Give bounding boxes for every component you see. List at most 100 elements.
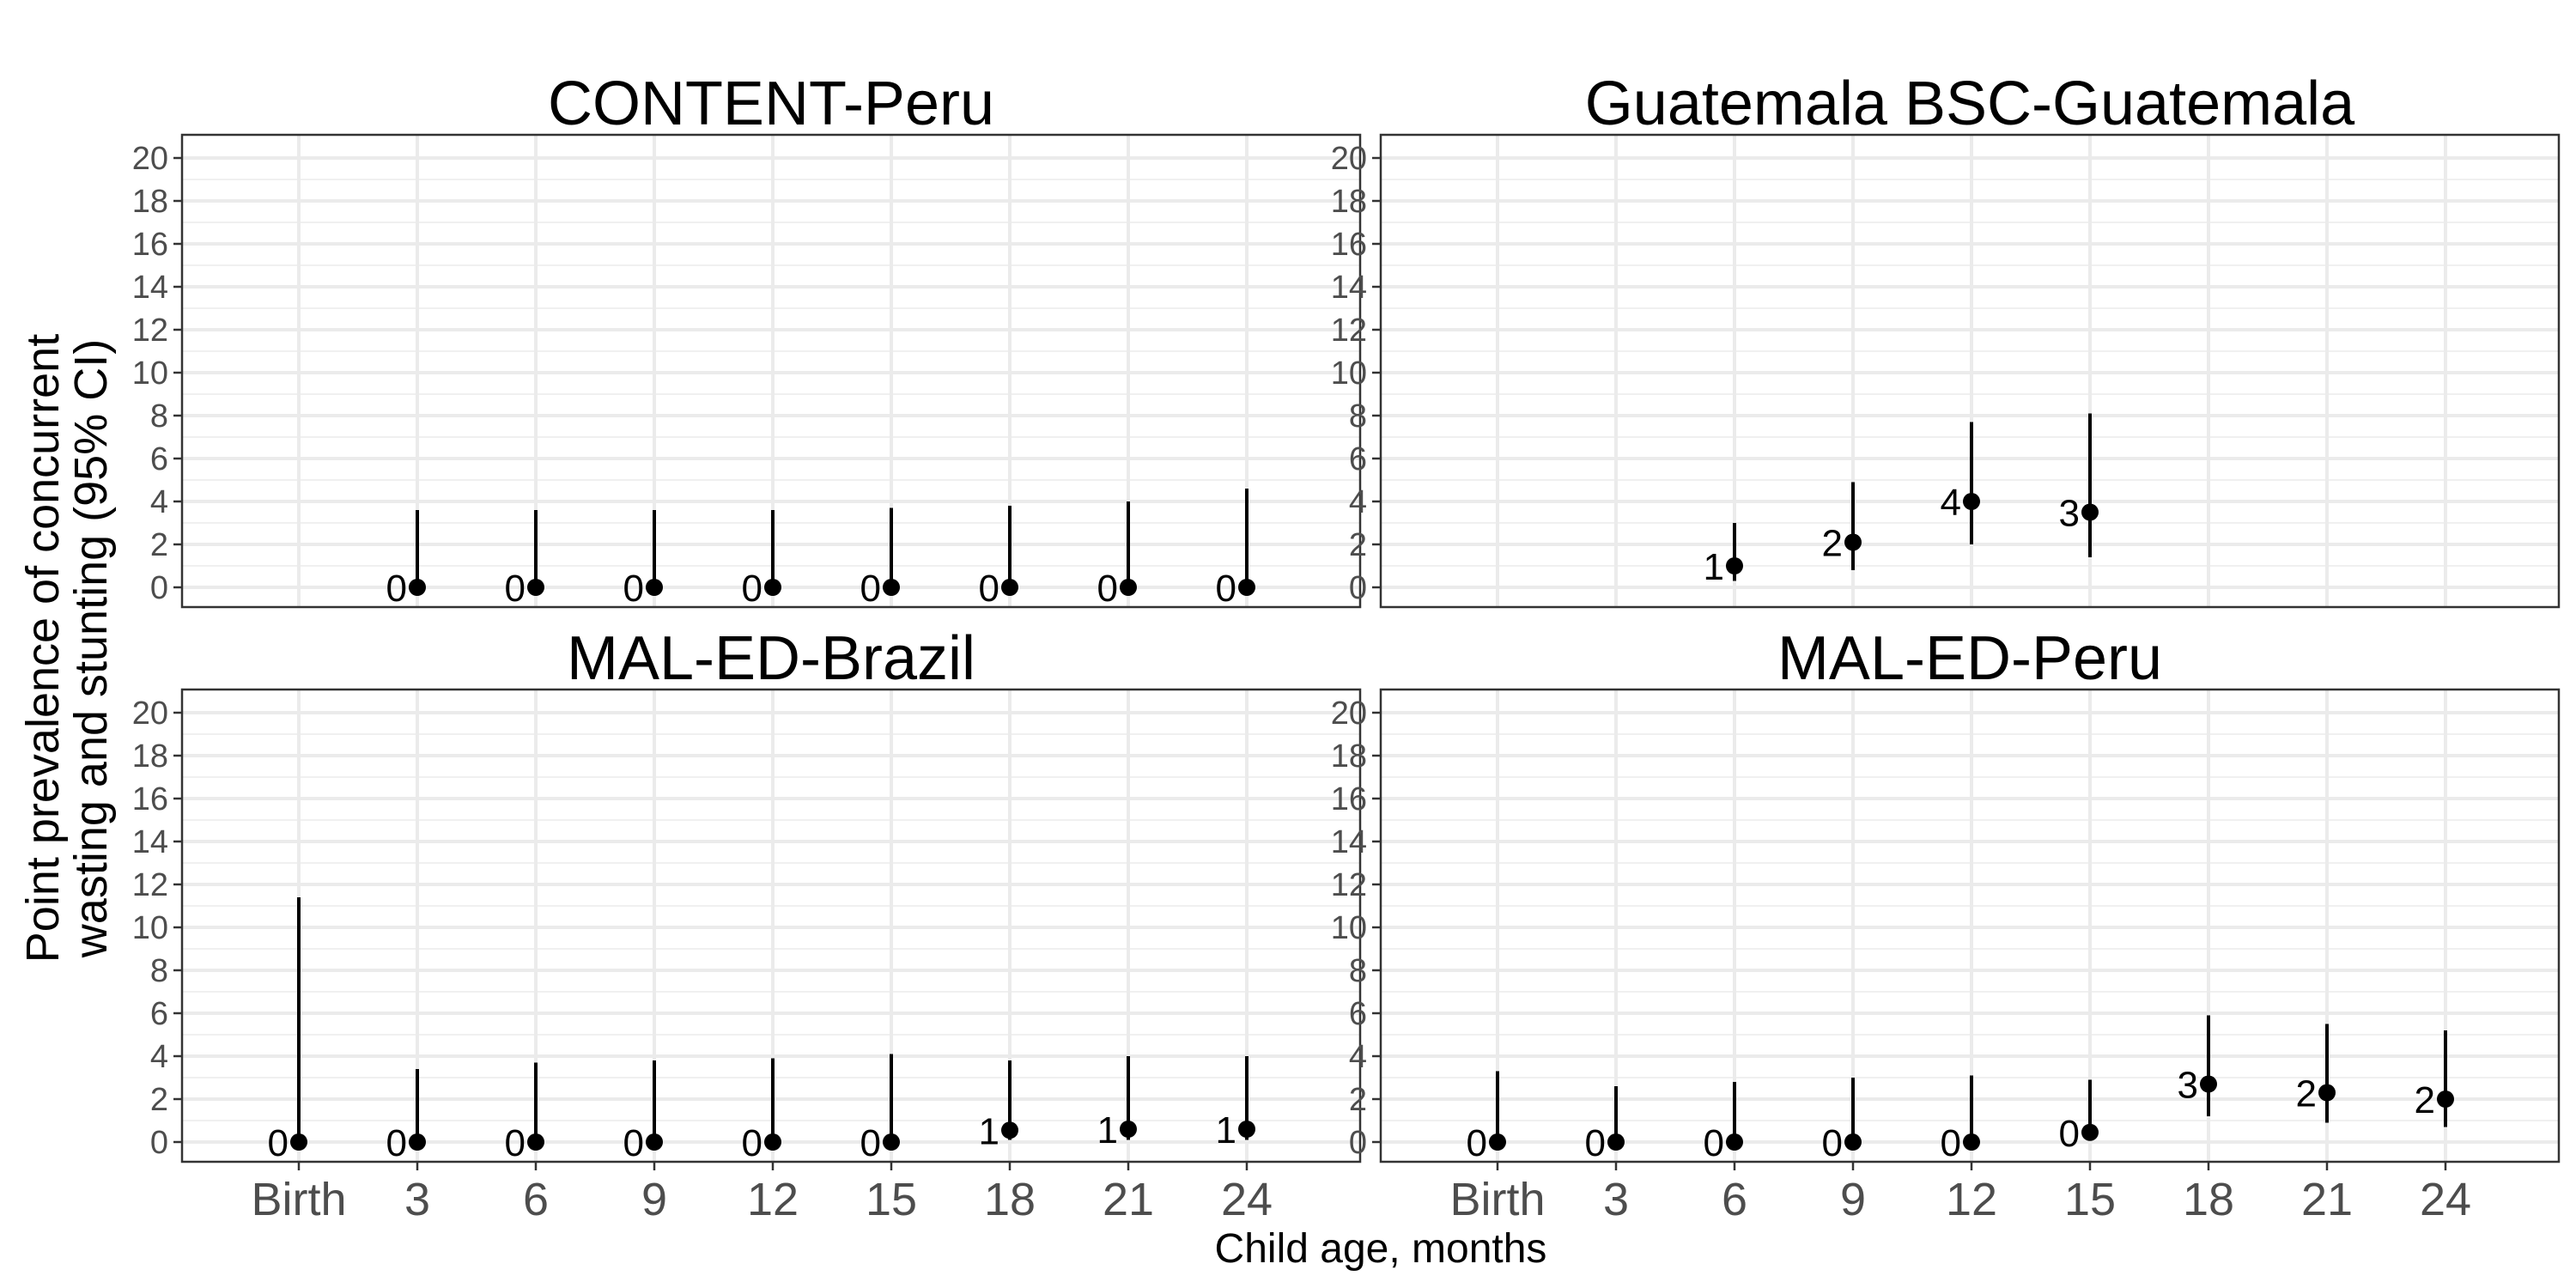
y-tick-label: 0 [1349, 570, 1367, 606]
data-point [1001, 579, 1018, 596]
y-tick-label: 10 [1331, 355, 1367, 392]
data-label: 0 [505, 568, 526, 610]
y-tick-label: 8 [150, 398, 168, 434]
y-tick-label: 18 [1331, 738, 1367, 775]
data-label: 0 [386, 568, 407, 610]
y-tick-label: 2 [150, 527, 168, 563]
data-label: 0 [979, 568, 999, 610]
y-tick-label: 6 [150, 996, 168, 1032]
data-label: 0 [1467, 1122, 1487, 1164]
facet-title: Guatemala BSC-Guatemala [1585, 70, 2355, 138]
data-label: 2 [2296, 1073, 2317, 1115]
data-point [646, 1133, 663, 1151]
y-tick-label: 20 [132, 141, 168, 177]
x-tick-label: 3 [404, 1174, 430, 1225]
x-tick-label: Birth [251, 1174, 346, 1225]
x-tick-label: 24 [2420, 1174, 2471, 1225]
data-label: 0 [505, 1122, 526, 1164]
data-point [883, 1133, 900, 1151]
y-tick-label: 2 [1349, 527, 1367, 563]
data-label: 0 [623, 568, 644, 610]
data-label: 0 [1822, 1122, 1843, 1164]
y-tick-label: 2 [150, 1082, 168, 1118]
data-point [2200, 1075, 2217, 1093]
x-tick-label: 12 [1946, 1174, 1997, 1225]
y-tick-label: 10 [132, 910, 168, 946]
data-label: 0 [742, 568, 762, 610]
data-label: 0 [1216, 568, 1236, 610]
data-label: 4 [1941, 482, 1961, 524]
x-tick-label: 15 [2064, 1174, 2116, 1225]
data-label: 1 [1704, 546, 1724, 588]
data-point [1238, 579, 1255, 596]
facet-title: CONTENT-Peru [548, 70, 994, 138]
data-point [2437, 1091, 2454, 1108]
y-tick-label: 20 [1331, 696, 1367, 732]
data-point [764, 579, 781, 596]
x-axis-title: Child age, months [1215, 1226, 1547, 1272]
x-tick-label: 21 [1103, 1174, 1154, 1225]
data-point [1607, 1133, 1625, 1151]
panel-border [180, 133, 1362, 609]
y-tick-label: 14 [132, 824, 168, 860]
y-tick-label: 16 [132, 781, 168, 817]
data-label: 0 [1941, 1122, 1961, 1164]
y-tick-label: 18 [1331, 184, 1367, 220]
data-point [764, 1133, 781, 1151]
data-point [1844, 1133, 1862, 1151]
data-point [1963, 493, 1980, 510]
x-tick-label: 6 [523, 1174, 549, 1225]
data-point [1001, 1121, 1018, 1139]
y-tick-label: 16 [1331, 781, 1367, 817]
data-label: 0 [1585, 1122, 1606, 1164]
x-tick-label: 9 [1840, 1174, 1866, 1225]
y-tick-label: 20 [132, 696, 168, 732]
data-point [646, 579, 663, 596]
data-point [1726, 1133, 1743, 1151]
data-point [527, 579, 544, 596]
y-tick-label: 6 [1349, 441, 1367, 477]
data-label: 1 [979, 1110, 999, 1152]
x-tick-label: 3 [1603, 1174, 1629, 1225]
x-tick-label: 18 [2183, 1174, 2234, 1225]
y-tick-label: 8 [1349, 953, 1367, 989]
y-tick-label: 0 [150, 570, 168, 606]
y-tick-label: 18 [132, 738, 168, 775]
data-point [1844, 533, 1862, 551]
y-tick-label: 6 [150, 441, 168, 477]
panel-border [1379, 133, 2561, 609]
data-label: 0 [1704, 1122, 1724, 1164]
data-label: 0 [268, 1122, 289, 1164]
y-tick-label: 0 [150, 1125, 168, 1161]
y-tick-label: 12 [1331, 313, 1367, 349]
data-point [409, 1133, 426, 1151]
x-tick-label: 12 [747, 1174, 799, 1225]
data-point [1238, 1121, 1255, 1138]
y-tick-label: 10 [132, 355, 168, 392]
y-tick-label: 4 [150, 484, 168, 520]
data-label: 0 [2059, 1113, 2080, 1155]
data-label: 0 [860, 568, 881, 610]
y-tick-label: 10 [1331, 910, 1367, 946]
data-point [1120, 1121, 1137, 1138]
data-point [2318, 1084, 2336, 1102]
x-tick-label: 18 [984, 1174, 1036, 1225]
data-point [409, 579, 426, 596]
y-tick-label: 2 [1349, 1082, 1367, 1118]
facet-title: MAL-ED-Brazil [567, 624, 975, 693]
data-point [1489, 1133, 1506, 1151]
x-tick-label: 21 [2301, 1174, 2353, 1225]
panel-border [1379, 688, 2561, 1163]
data-point [2081, 1123, 2099, 1141]
y-tick-label: 12 [132, 313, 168, 349]
data-point [2081, 503, 2099, 521]
data-point [883, 579, 900, 596]
data-point [290, 1133, 307, 1151]
x-tick-label: 24 [1221, 1174, 1273, 1225]
data-label: 2 [1822, 523, 1843, 565]
data-label: 0 [623, 1122, 644, 1164]
y-tick-label: 0 [1349, 1125, 1367, 1161]
y-tick-label: 8 [150, 953, 168, 989]
data-point [527, 1133, 544, 1151]
